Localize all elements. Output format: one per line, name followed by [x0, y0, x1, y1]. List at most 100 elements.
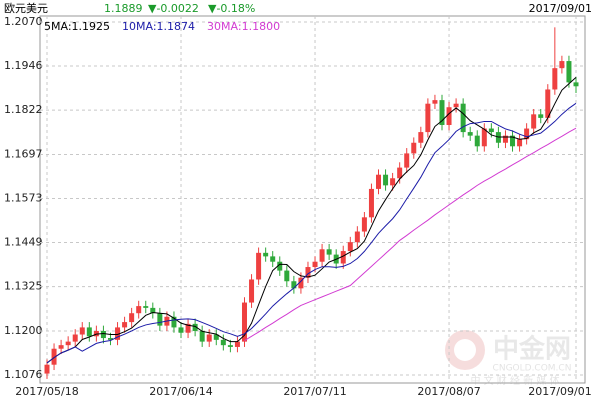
candle-body — [298, 277, 304, 289]
watermark-slogan: 中 文 财 经 新 媒 体 — [470, 374, 559, 387]
candle-body — [545, 89, 551, 118]
candle-body — [376, 174, 382, 189]
candle-body — [432, 100, 438, 104]
candle-body — [241, 302, 247, 342]
y-tick-label: 1.1822 — [4, 103, 43, 116]
y-tick-label: 1.1946 — [4, 59, 43, 72]
x-tick-label: 2017/07/11 — [283, 385, 346, 398]
candle-body — [220, 339, 226, 346]
candle-body — [460, 103, 466, 133]
candle-body — [305, 267, 311, 278]
candle-body — [263, 252, 269, 257]
watermark: 中金网 CNGOLD.COM.CN 中 文 财 经 新 媒 体 — [445, 330, 571, 387]
candle-body — [524, 128, 530, 140]
ma-line — [244, 127, 577, 341]
candle-body — [227, 345, 233, 347]
candle-body — [488, 128, 494, 133]
candle-body — [171, 316, 177, 328]
ma-line — [46, 77, 577, 364]
candle-body — [368, 188, 374, 218]
candle-body — [439, 100, 445, 125]
watermark-brand: 中金网 — [493, 334, 571, 365]
candle-body — [93, 330, 99, 337]
y-tick-label: 1.1449 — [4, 236, 43, 249]
candle-body — [44, 364, 50, 374]
candle-body — [178, 327, 184, 333]
candle-body — [453, 103, 459, 108]
candle-body — [129, 313, 135, 323]
plot-frame — [39, 15, 586, 384]
candle-body — [326, 249, 332, 255]
candle-body — [58, 345, 64, 349]
candle-body — [425, 103, 431, 133]
candle-body — [72, 334, 78, 342]
candle-body — [481, 128, 487, 147]
y-tick-label: 1.1325 — [4, 280, 43, 293]
candle-body — [502, 135, 508, 143]
candle-body — [150, 307, 156, 314]
candle-body — [277, 261, 283, 271]
candle-body — [291, 281, 297, 289]
candle-body — [319, 249, 325, 262]
watermark-logo — [445, 330, 485, 370]
y-tick-label: 1.1200 — [4, 324, 43, 337]
candle-body — [249, 279, 255, 303]
change: ▼-0.0022 — [148, 2, 199, 15]
candle-body — [383, 174, 389, 186]
candle-body — [573, 82, 579, 87]
chart-title: 欧元美元 — [4, 2, 48, 15]
y-tick-label: 1.1076 — [4, 368, 43, 381]
candle-body — [122, 322, 128, 328]
candle-body — [312, 261, 318, 268]
candle-body — [467, 132, 473, 136]
legend-entry: 5MA:1.1925 — [44, 20, 110, 33]
candle-body — [404, 153, 410, 168]
candle-body — [566, 61, 572, 83]
candle-body — [361, 217, 367, 232]
watermark-domain: CNGOLD.COM.CN — [493, 364, 572, 374]
candle-body — [559, 61, 565, 69]
candle-body — [531, 114, 537, 129]
candle-body — [65, 341, 71, 346]
candle-body — [143, 306, 149, 308]
candle-body — [340, 251, 346, 264]
candle-body — [256, 252, 262, 280]
ma-line — [46, 102, 577, 364]
candle-body — [397, 167, 403, 179]
candle-body — [206, 334, 212, 342]
candle-body — [510, 135, 516, 147]
candle-body — [185, 323, 191, 333]
candle-body — [86, 327, 92, 337]
candle-body — [213, 334, 219, 340]
candle-body — [199, 330, 205, 342]
watermark-logo — [454, 339, 476, 361]
candle-body — [136, 306, 142, 314]
candle-body — [418, 132, 424, 143]
x-tick-label: 2017/09/01 — [528, 385, 591, 398]
candle-body — [284, 270, 290, 282]
candle-body — [107, 338, 113, 340]
candle-body — [234, 341, 240, 347]
candle-body — [411, 142, 417, 154]
candle-body — [347, 242, 353, 252]
candle-body — [552, 68, 558, 90]
candle-body — [115, 327, 121, 340]
y-tick-label: 1.1697 — [4, 147, 43, 160]
candle-body — [51, 348, 57, 365]
candle-body — [446, 107, 452, 125]
candle-body — [517, 139, 523, 147]
candle-body — [192, 323, 198, 331]
candle-body — [270, 256, 276, 262]
candle-body — [538, 114, 544, 118]
candle-body — [474, 135, 480, 147]
x-tick-label: 2017/05/18 — [15, 385, 78, 398]
y-tick-label: 1.2070 — [4, 15, 43, 28]
candle-body — [79, 327, 85, 335]
candle-body — [100, 330, 106, 339]
legend-entry: 10MA:1.1874 — [122, 20, 195, 33]
y-tick-label: 1.1573 — [4, 192, 43, 205]
date: 2017/09/01 — [529, 2, 592, 15]
x-tick-label: 2017/06/14 — [149, 385, 212, 398]
x-tick-label: 2017/08/07 — [417, 385, 480, 398]
